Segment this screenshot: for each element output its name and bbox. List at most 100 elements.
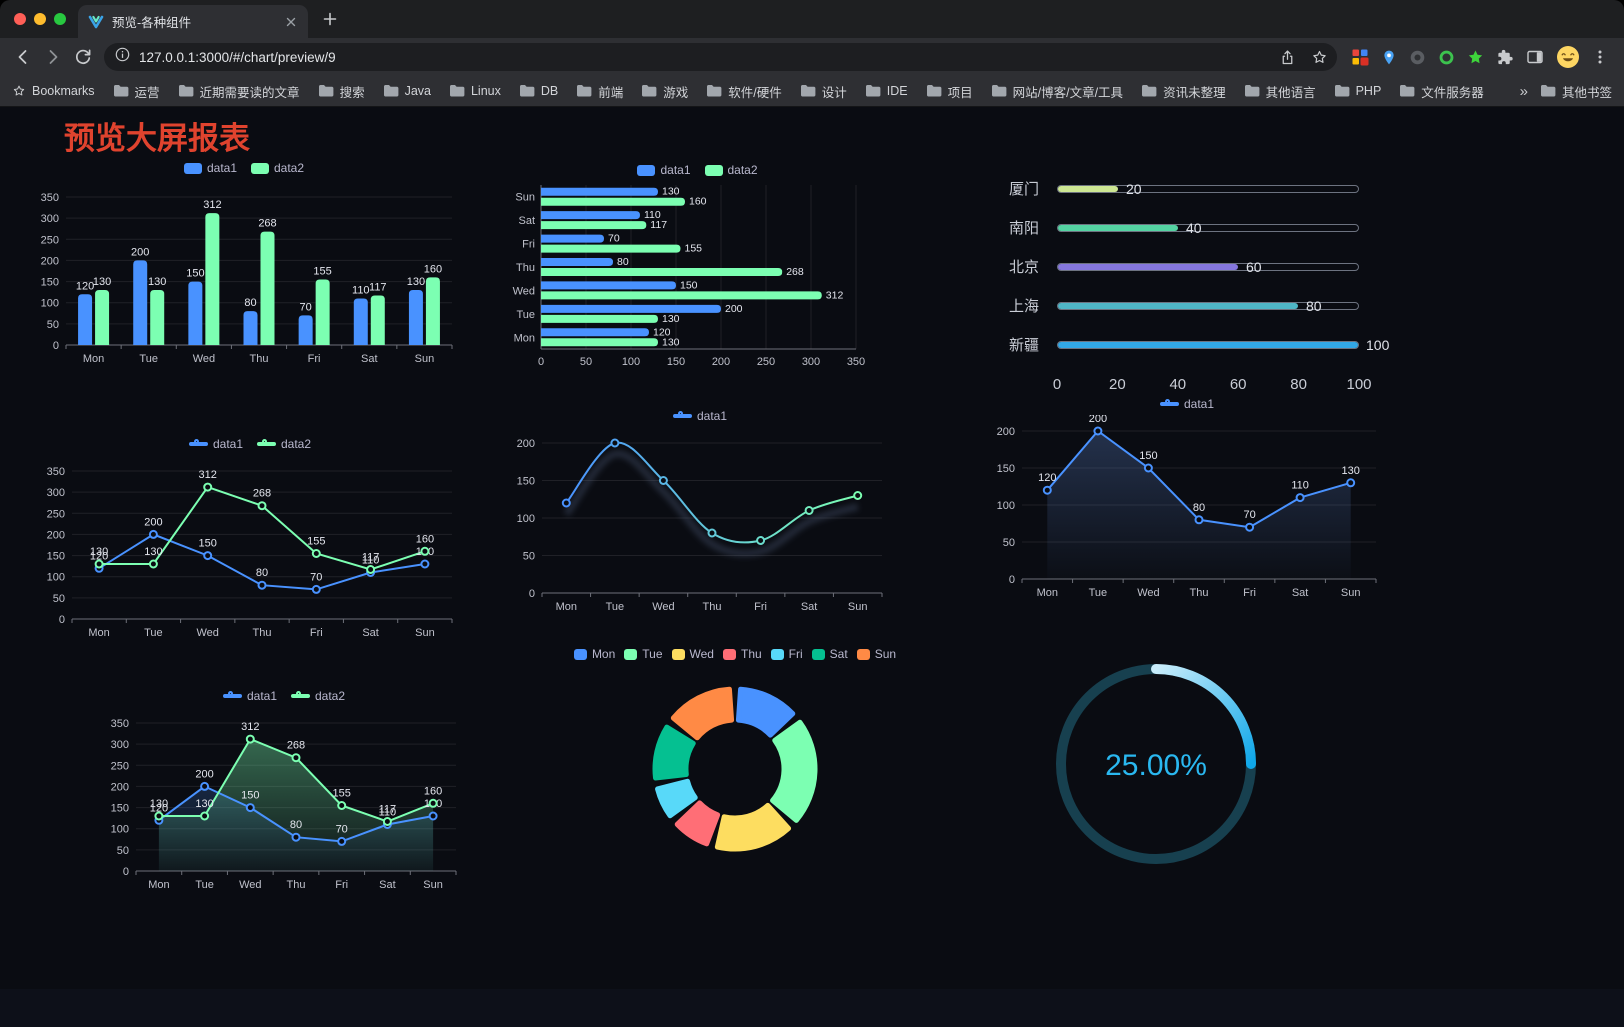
- browser-toolbar: 127.0.0.1:3000/#/chart/preview/9: [0, 38, 1624, 76]
- bookmark-folder-item[interactable]: 文件服务器: [1399, 82, 1484, 101]
- svg-text:Sat: Sat: [1292, 587, 1309, 599]
- bookmark-folder-item[interactable]: DB: [519, 84, 558, 98]
- other-bookmarks-folder[interactable]: 其他书签: [1540, 82, 1612, 101]
- extension-icon-blue-pin[interactable]: [1381, 49, 1397, 66]
- share-icon[interactable]: [1275, 45, 1299, 69]
- progress-fill: [1058, 185, 1118, 192]
- progress-value: 40: [1186, 219, 1202, 236]
- svg-text:200: 200: [997, 426, 1015, 438]
- svg-text:250: 250: [111, 760, 129, 772]
- progress-fill: [1058, 302, 1298, 309]
- legend-item[interactable]: Tue: [624, 647, 663, 661]
- legend-item[interactable]: Sat: [811, 647, 848, 661]
- forward-button[interactable]: [38, 42, 68, 72]
- legend-item[interactable]: data1: [188, 437, 243, 451]
- bookmark-folder-item[interactable]: Linux: [449, 84, 501, 98]
- zoom-window-button[interactable]: [54, 13, 66, 25]
- svg-text:Wed: Wed: [513, 285, 535, 297]
- progress-row: 南阳 40: [985, 208, 1395, 247]
- legend-item[interactable]: Fri: [770, 647, 803, 661]
- bookmark-folder-item[interactable]: 设计: [800, 82, 847, 101]
- svg-text:80: 80: [290, 819, 302, 831]
- bookmark-item-bookmarks[interactable]: Bookmarks: [12, 84, 95, 98]
- folder-icon: [707, 85, 722, 97]
- extension-icon-green-circle[interactable]: [1438, 49, 1455, 66]
- bookmark-folder-item[interactable]: 游戏: [641, 82, 688, 101]
- bookmark-folder-item[interactable]: IDE: [865, 84, 908, 98]
- minimize-window-button[interactable]: [34, 13, 46, 25]
- bookmark-folder-item[interactable]: 网站/博客/文章/工具: [991, 82, 1123, 101]
- svg-text:120: 120: [150, 802, 168, 814]
- menu-kebab-icon[interactable]: [1592, 49, 1608, 65]
- chart-multi-area-line: data1 data2 0 50 100 150 200 250 300 350 Mon Tue Wed…: [100, 685, 468, 895]
- legend-item[interactable]: data2: [704, 163, 758, 177]
- svg-text:300: 300: [111, 739, 129, 751]
- svg-text:80: 80: [244, 297, 256, 309]
- bookmark-folder-item[interactable]: 搜索: [318, 82, 365, 101]
- bookmark-folder-item[interactable]: PHP: [1334, 84, 1381, 98]
- bookmark-folder-item[interactable]: Java: [383, 84, 431, 98]
- browser-tab[interactable]: 预览-各种组件: [78, 5, 308, 38]
- progress-row: 新疆 100: [985, 325, 1395, 364]
- legend-item[interactable]: Thu: [722, 647, 762, 661]
- chart-canvas: 0 50 100 150 200 250 300 350 Mon Tue Wed Thu Fri Sat S…: [111, 718, 457, 891]
- bookmark-folder-item[interactable]: 软件/硬件: [706, 82, 782, 101]
- svg-text:110: 110: [352, 285, 370, 297]
- legend-item[interactable]: data1: [637, 163, 691, 177]
- bookmark-folder-item[interactable]: 资讯未整理: [1141, 82, 1226, 101]
- progress-track: 100: [1057, 337, 1389, 353]
- extension-icon-colored-grid[interactable]: [1351, 48, 1369, 66]
- bookmark-label: 网站/博客/文章/工具: [1012, 85, 1124, 100]
- svg-text:150: 150: [47, 551, 65, 563]
- tab-close-icon[interactable]: [282, 13, 300, 31]
- url-text[interactable]: 127.0.0.1:3000/#/chart/preview/9: [139, 49, 336, 65]
- legend-item[interactable]: data2: [251, 161, 304, 175]
- extensions-puzzle-icon[interactable]: [1496, 48, 1514, 66]
- svg-text:Thu: Thu: [1190, 587, 1209, 599]
- svg-text:350: 350: [47, 466, 65, 478]
- legend-item[interactable]: data1: [222, 689, 277, 703]
- legend-item[interactable]: Mon: [573, 647, 615, 661]
- bookmark-folder-item[interactable]: 前端: [576, 82, 623, 101]
- legend-item[interactable]: Sun: [856, 647, 896, 661]
- bookmark-star-icon[interactable]: [1307, 45, 1331, 69]
- legend-item[interactable]: Wed: [671, 647, 714, 661]
- folder-icon: [383, 85, 398, 97]
- legend-item[interactable]: data1: [672, 409, 727, 423]
- svg-text:150: 150: [41, 277, 59, 289]
- svg-text:150: 150: [111, 803, 129, 815]
- legend-item[interactable]: data1: [183, 161, 237, 175]
- svg-text:Sat: Sat: [518, 215, 535, 227]
- side-panel-icon[interactable]: [1526, 48, 1544, 66]
- extension-icon-dark-circle[interactable]: [1409, 49, 1426, 66]
- close-window-button[interactable]: [14, 13, 26, 25]
- svg-text:Mon: Mon: [83, 353, 104, 365]
- site-info-icon[interactable]: [114, 46, 131, 68]
- profile-avatar[interactable]: [1556, 45, 1580, 69]
- bookmark-folder-item[interactable]: 运营: [113, 82, 160, 101]
- svg-text:160: 160: [424, 263, 442, 275]
- bookmark-folder-item[interactable]: 项目: [926, 82, 973, 101]
- svg-text:Thu: Thu: [703, 601, 722, 613]
- bookmarks-bar: Bookmarks 运营 近期需要读的文章 搜索 Java Linux DB 前端 游戏 软件/…: [0, 76, 1624, 107]
- svg-text:155: 155: [685, 243, 703, 255]
- new-tab-button[interactable]: [316, 5, 344, 33]
- svg-text:0: 0: [538, 356, 544, 368]
- progress-axis: 0 20 40 60 80 100: [1052, 376, 1372, 393]
- back-button[interactable]: [8, 42, 38, 72]
- reload-button[interactable]: [68, 42, 98, 72]
- legend-item[interactable]: data2: [291, 689, 345, 703]
- svg-text:Tue: Tue: [1089, 587, 1108, 599]
- legend-item[interactable]: data1: [1159, 397, 1214, 411]
- svg-text:150: 150: [186, 268, 204, 280]
- svg-text:Thu: Thu: [253, 627, 272, 639]
- legend-item[interactable]: data2: [257, 437, 311, 451]
- page-title: 预览大屏报表: [64, 121, 250, 156]
- svg-text:110: 110: [362, 555, 380, 567]
- bookmarks-overflow-chevron[interactable]: »: [1519, 82, 1528, 100]
- address-bar[interactable]: 127.0.0.1:3000/#/chart/preview/9: [104, 43, 1337, 71]
- bookmark-folder-item[interactable]: 近期需要读的文章: [178, 82, 300, 101]
- bookmark-folder-item[interactable]: 其他语言: [1244, 82, 1316, 101]
- extension-icon-green-star[interactable]: [1467, 49, 1484, 66]
